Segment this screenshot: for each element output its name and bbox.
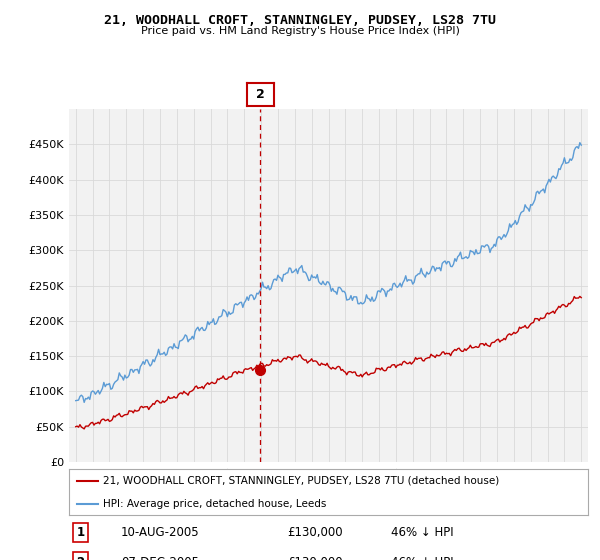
Text: 07-DEC-2005: 07-DEC-2005	[121, 556, 199, 560]
Text: Price paid vs. HM Land Registry's House Price Index (HPI): Price paid vs. HM Land Registry's House …	[140, 26, 460, 36]
Text: £130,000: £130,000	[287, 526, 343, 539]
Text: 2: 2	[256, 88, 265, 101]
Text: 10-AUG-2005: 10-AUG-2005	[121, 526, 200, 539]
Text: 1: 1	[76, 526, 85, 539]
Text: 2: 2	[76, 556, 85, 560]
Text: £130,000: £130,000	[287, 556, 343, 560]
Text: 21, WOODHALL CROFT, STANNINGLEY, PUDSEY, LS28 7TU: 21, WOODHALL CROFT, STANNINGLEY, PUDSEY,…	[104, 14, 496, 27]
Text: 21, WOODHALL CROFT, STANNINGLEY, PUDSEY, LS28 7TU (detached house): 21, WOODHALL CROFT, STANNINGLEY, PUDSEY,…	[103, 476, 499, 486]
Text: 46% ↓ HPI: 46% ↓ HPI	[391, 556, 454, 560]
Text: HPI: Average price, detached house, Leeds: HPI: Average price, detached house, Leed…	[103, 499, 326, 508]
Text: 46% ↓ HPI: 46% ↓ HPI	[391, 526, 454, 539]
